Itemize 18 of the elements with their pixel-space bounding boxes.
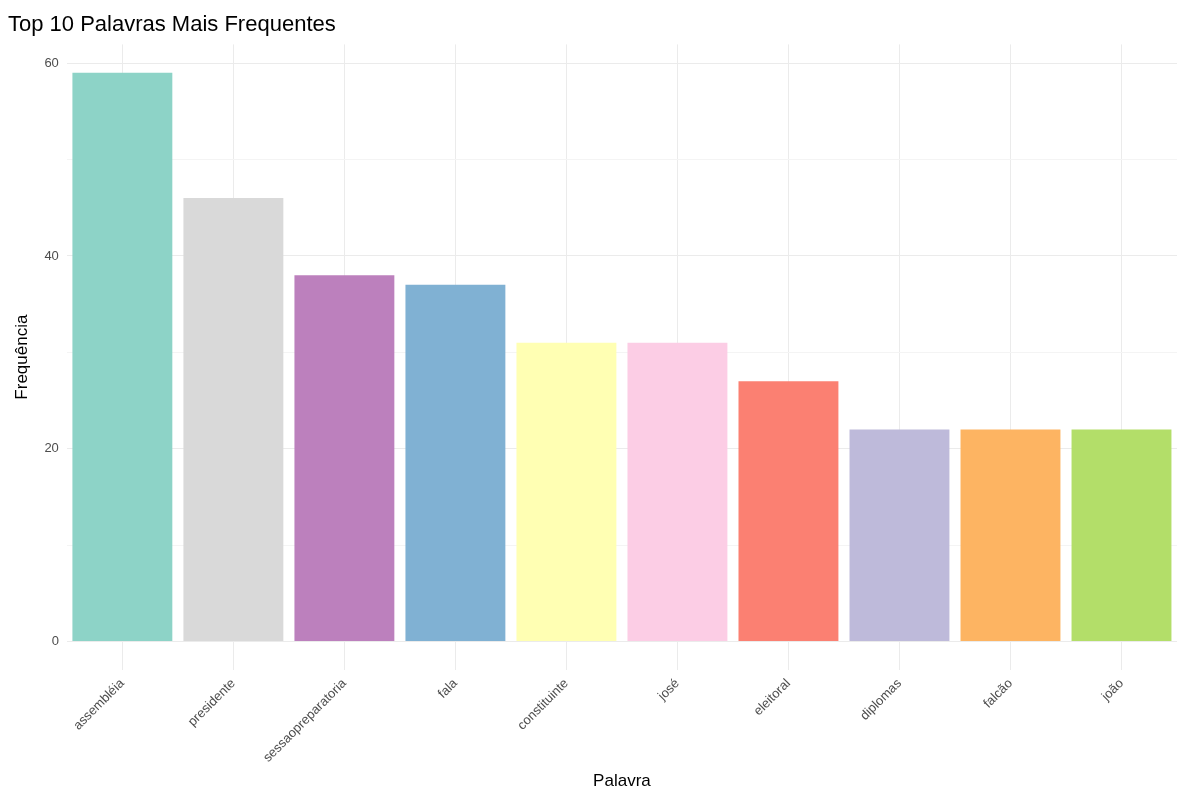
bar	[849, 429, 950, 641]
bar	[960, 429, 1061, 641]
bar	[405, 284, 506, 641]
x-tick-label: fala	[434, 674, 461, 701]
bar	[738, 381, 839, 641]
chart-title: Top 10 Palavras Mais Frequentes	[8, 11, 336, 37]
bar	[1071, 429, 1172, 641]
y-tick-label: 20	[44, 440, 59, 456]
bar	[294, 275, 395, 641]
bar	[627, 342, 728, 641]
x-axis-title: Palavra	[593, 771, 652, 791]
y-axis-title: Frequência	[11, 314, 31, 400]
bar	[72, 72, 173, 641]
y-tick-label: 60	[44, 54, 59, 70]
y-tick-label: 40	[44, 247, 59, 263]
bar	[516, 342, 617, 641]
y-tick-label: 0	[51, 633, 59, 649]
bar	[183, 198, 284, 641]
